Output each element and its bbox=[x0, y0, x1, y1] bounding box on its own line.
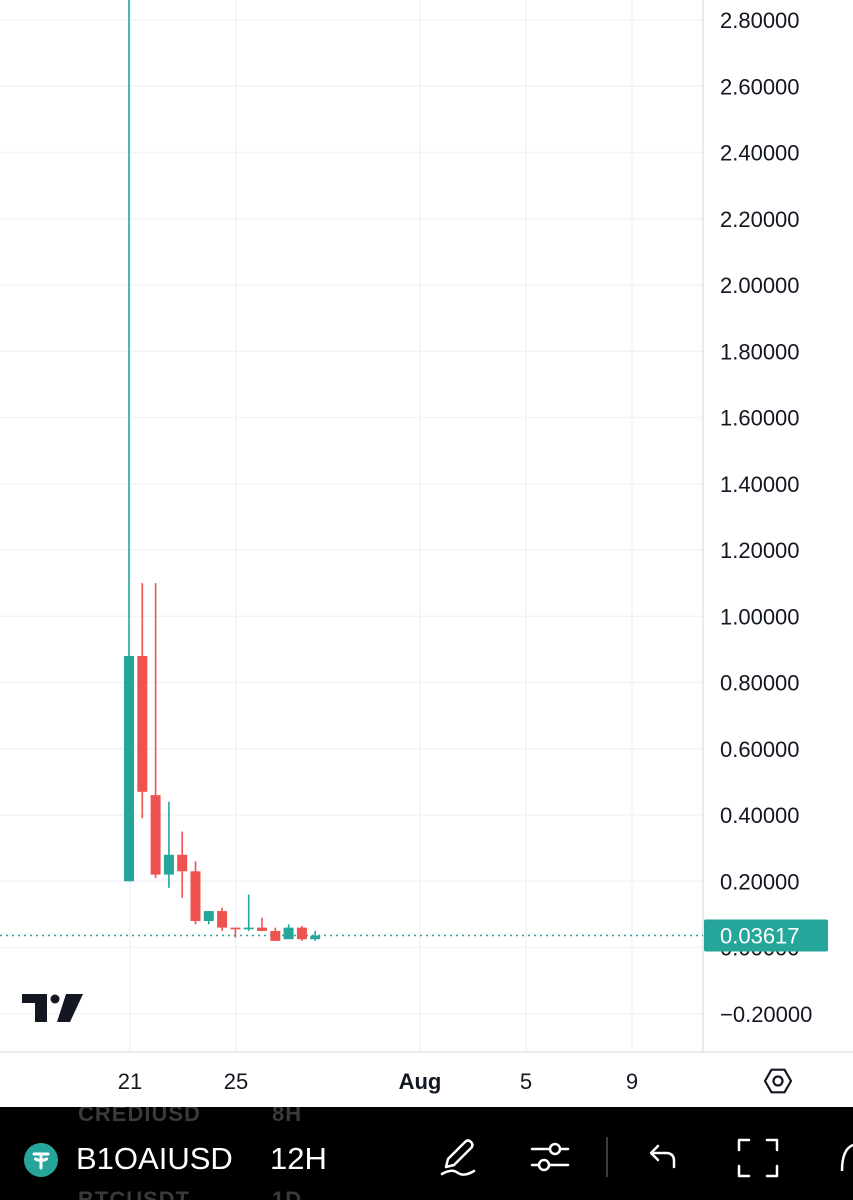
ghost-symbol-bottom: BTCUSDT bbox=[78, 1187, 191, 1200]
candle[interactable] bbox=[270, 927, 281, 941]
candle-body bbox=[270, 930, 281, 941]
price-tick-label: 2.00000 bbox=[720, 273, 800, 298]
price-tick-label: 1.80000 bbox=[720, 339, 800, 364]
ghost-interval-bottom: 1D bbox=[272, 1187, 303, 1200]
candle-body bbox=[190, 871, 201, 921]
price-tick-label: 1.60000 bbox=[720, 406, 800, 431]
undo-icon[interactable] bbox=[644, 1141, 680, 1173]
price-tick-label: 2.60000 bbox=[720, 74, 800, 99]
bottom-toolbar: CREDIUSD 8H BTCUSDT 1D B1OAIUSD 12H bbox=[0, 1107, 853, 1200]
price-tick-label: 2.20000 bbox=[720, 207, 800, 232]
more-toolbar-icon[interactable] bbox=[830, 1141, 853, 1177]
candle-body bbox=[257, 927, 267, 931]
candle-body bbox=[283, 927, 294, 940]
candle-body bbox=[230, 927, 241, 930]
candle[interactable] bbox=[177, 831, 188, 898]
grid-vertical bbox=[129, 0, 633, 1052]
drawing-pen-icon[interactable] bbox=[436, 1135, 480, 1179]
candle[interactable] bbox=[217, 907, 228, 931]
price-axis-labels: 2.80000 2.60000 2.40000 2.20000 2.00000 1.800… bbox=[720, 8, 812, 1027]
candle[interactable] bbox=[283, 924, 294, 940]
price-tick-label: 2.40000 bbox=[720, 141, 800, 166]
tradingview-logo[interactable] bbox=[22, 994, 83, 1022]
fullscreen-icon[interactable] bbox=[736, 1137, 780, 1179]
chart-settings-icon[interactable] bbox=[763, 1068, 793, 1094]
candle-body bbox=[296, 927, 307, 940]
candle-body bbox=[163, 854, 174, 875]
candle[interactable] bbox=[243, 894, 254, 931]
time-tick-label: 25 bbox=[224, 1069, 248, 1094]
candle[interactable] bbox=[310, 930, 321, 941]
time-tick-label: 9 bbox=[626, 1069, 638, 1094]
candle[interactable] bbox=[190, 861, 201, 925]
candle-body bbox=[124, 656, 134, 882]
price-tick-label: −0.20000 bbox=[720, 1002, 812, 1027]
chart-area[interactable]: 2.80000 2.60000 2.40000 2.20000 2.00000 1.800… bbox=[0, 0, 853, 1107]
price-tick-label: 2.80000 bbox=[720, 8, 800, 33]
candles bbox=[124, 0, 321, 941]
candle-body bbox=[137, 656, 148, 792]
candle-body bbox=[203, 911, 214, 921]
candle-body bbox=[310, 935, 321, 940]
price-tick-label: 0.60000 bbox=[720, 737, 800, 762]
candle-body bbox=[217, 911, 228, 928]
candle[interactable] bbox=[296, 925, 307, 941]
candle-body bbox=[243, 927, 254, 930]
candle[interactable] bbox=[163, 801, 174, 888]
candle[interactable] bbox=[203, 911, 214, 925]
candle[interactable] bbox=[150, 583, 161, 878]
price-tick-label: 1.40000 bbox=[720, 472, 800, 497]
symbol-button[interactable]: B1OAIUSD bbox=[76, 1141, 233, 1176]
price-tick-label: 0.20000 bbox=[720, 869, 800, 894]
tether-icon[interactable] bbox=[24, 1143, 58, 1177]
time-axis-labels: 21 25 Aug 5 9 bbox=[118, 1069, 638, 1094]
toolbar-divider bbox=[606, 1137, 608, 1177]
price-chart[interactable]: 2.80000 2.60000 2.40000 2.20000 2.00000 1.800… bbox=[0, 0, 853, 1107]
candle[interactable] bbox=[124, 0, 134, 882]
candle[interactable] bbox=[257, 917, 267, 931]
candle[interactable] bbox=[230, 927, 241, 938]
price-tick-label: 1.00000 bbox=[720, 604, 800, 629]
candle-body bbox=[177, 854, 188, 872]
time-tick-label: Aug bbox=[399, 1069, 442, 1094]
price-tick-label: 1.20000 bbox=[720, 538, 800, 563]
interval-button[interactable]: 12H bbox=[270, 1141, 327, 1176]
time-tick-label: 5 bbox=[520, 1069, 532, 1094]
price-tick-label: 0.40000 bbox=[720, 803, 800, 828]
price-tick-label: 0.80000 bbox=[720, 671, 800, 696]
last-price-value: 0.03617 bbox=[720, 924, 800, 949]
ghost-interval-top: 8H bbox=[272, 1107, 303, 1126]
ghost-symbol-top: CREDIUSD bbox=[78, 1107, 201, 1126]
indicators-sliders-icon[interactable] bbox=[528, 1137, 572, 1177]
time-tick-label: 21 bbox=[118, 1069, 142, 1094]
last-price-label: 0.03617 bbox=[704, 919, 828, 952]
candle-body bbox=[150, 795, 161, 875]
candle[interactable] bbox=[137, 583, 148, 819]
grid-horizontal bbox=[0, 19, 703, 1015]
